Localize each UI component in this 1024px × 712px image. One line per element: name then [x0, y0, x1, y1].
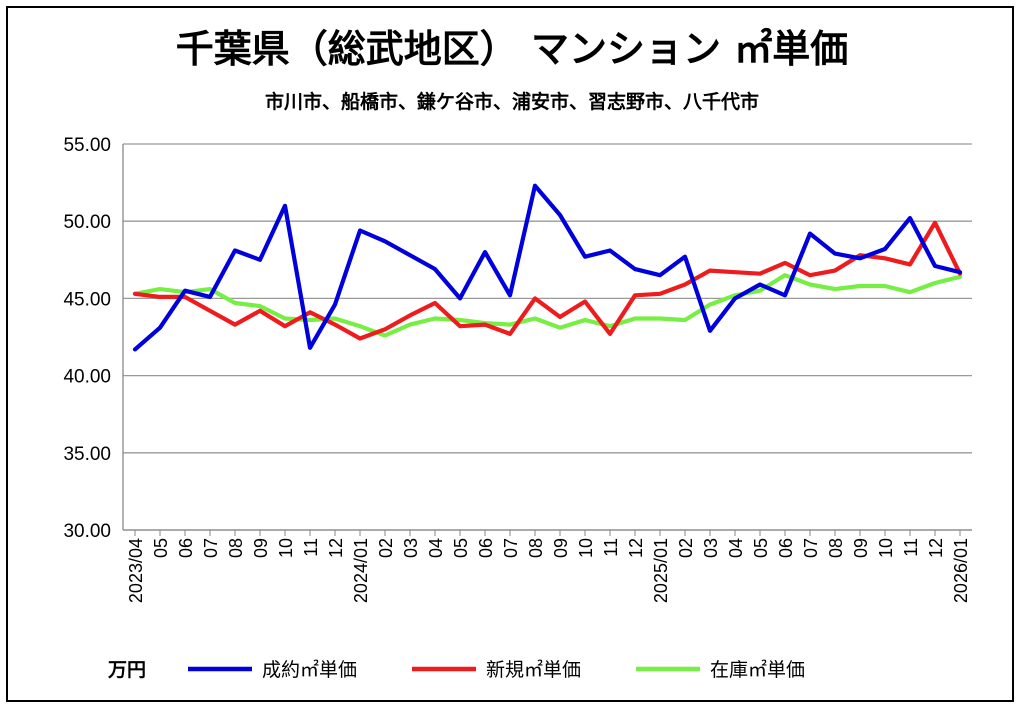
y-tick-label: 35.00 [63, 444, 111, 465]
x-tick-label: 11 [601, 538, 621, 557]
x-tick-label: 08 [526, 538, 546, 558]
unit-label: 万円 [107, 659, 146, 681]
x-tick-label: 09 [251, 538, 271, 558]
series-line [132, 273, 963, 338]
legend-label: 成約㎡単価 [262, 658, 357, 681]
series-lines [132, 183, 963, 352]
x-tick-label: 09 [851, 538, 871, 558]
x-tick-label: 03 [401, 538, 421, 558]
x-tick-label: 08 [826, 538, 846, 558]
x-tick-label: 10 [576, 538, 596, 558]
x-tick-label: 07 [801, 538, 821, 558]
x-tick-label: 02 [676, 538, 696, 558]
x-tick-label: 04 [426, 538, 446, 558]
y-tick-label: 40.00 [63, 367, 111, 388]
chart-title: 千葉県（総武地区） マンション ㎡単価 [176, 27, 848, 71]
y-tick-label: 45.00 [63, 289, 111, 310]
x-tick-label: 08 [226, 538, 246, 558]
x-tick-label: 12 [326, 538, 346, 558]
x-tick-label: 07 [201, 538, 221, 558]
x-tick-label: 10 [876, 538, 896, 558]
series-line [132, 220, 963, 341]
x-axis: 2023/04 05 06 07 08 09 10 11 12 2024/01 02 03 04 05 06… [122, 144, 972, 603]
chart-subtitle: 市川市、船橋市、鎌ケ谷市、浦安市、習志野市、八千代市 [265, 90, 759, 113]
x-tick-label: 11 [301, 538, 321, 557]
y-axis-ticks: 55.00 50.00 45.00 40.00 35.00 30.00 [63, 135, 111, 542]
x-tick-label: 10 [276, 538, 296, 558]
x-tick-label: 11 [901, 538, 921, 557]
x-tick-label: 2026/01 [951, 538, 971, 603]
x-tick-label: 06 [176, 538, 196, 558]
legend-label: 新規㎡単価 [486, 658, 581, 681]
y-tick-label: 50.00 [63, 212, 111, 233]
x-tick-label: 07 [501, 538, 521, 558]
series-line [132, 183, 963, 352]
x-tick-label: 09 [551, 538, 571, 558]
x-tick-label: 05 [751, 538, 771, 558]
x-tick-label: 06 [776, 538, 796, 558]
x-tick-label: 12 [626, 538, 646, 558]
x-tick-label: 05 [451, 538, 471, 558]
x-tick-label: 2024/01 [351, 538, 371, 603]
x-tick-label: 2023/04 [126, 538, 146, 603]
x-tick-label: 06 [476, 538, 496, 558]
chart-frame [6, 6, 1014, 702]
x-tick-label: 04 [726, 538, 746, 558]
x-tick-label: 02 [376, 538, 396, 558]
legend-label: 在庫㎡単価 [710, 658, 805, 681]
x-tick-label: 12 [926, 538, 946, 558]
y-tick-label: 30.00 [63, 521, 111, 542]
y-tick-label: 55.00 [63, 135, 111, 156]
x-tick-label: 05 [151, 538, 171, 558]
legend: 万円 成約㎡単価 新規㎡単価 在庫㎡単価 [107, 658, 805, 681]
x-tick-label: 03 [701, 538, 721, 558]
x-tick-label: 2025/01 [651, 538, 671, 603]
